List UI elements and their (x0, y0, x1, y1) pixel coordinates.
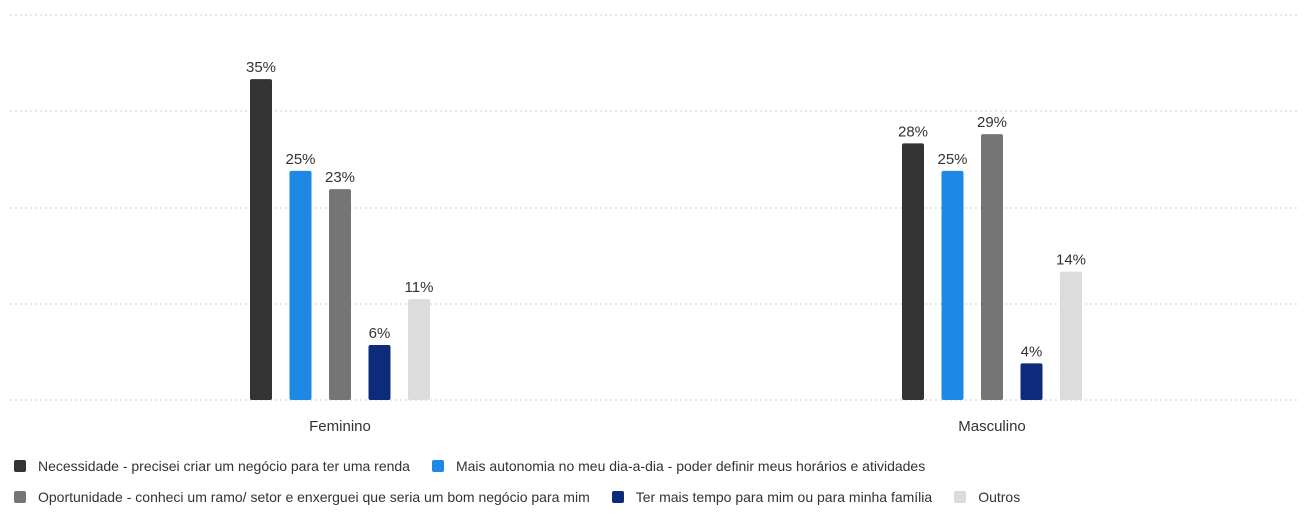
bar[interactable] (1060, 271, 1082, 400)
legend-swatch (611, 491, 624, 503)
bar[interactable] (250, 79, 272, 401)
legend-swatch (14, 460, 26, 472)
legend-swatch (431, 460, 444, 472)
legend-row-1: Necessidade - precisei criar um negócio … (14, 456, 1304, 476)
data-label: 28% (898, 123, 928, 140)
data-label: 11% (405, 279, 434, 296)
data-label: 14% (1056, 252, 1086, 269)
data-label: 25% (937, 151, 967, 168)
legend-swatch (14, 491, 26, 503)
data-label: 6% (369, 325, 391, 342)
bar[interactable] (902, 143, 924, 401)
chart-plot: 35% 25% 23% 6% 11% Feminino 28% 25% 29% 4% 14% Masc… (10, 14, 1300, 435)
bar[interactable] (368, 345, 391, 400)
legend-row-2: Oportunidade - conheci um ramo/ setor e … (14, 487, 1304, 507)
data-label: 23% (325, 169, 355, 186)
legend-label: Necessidade - precisei criar um negócio … (38, 458, 410, 474)
legend-label: Outros (978, 489, 1021, 505)
data-label: 35% (246, 59, 276, 76)
legend-item-tempo[interactable]: Ter mais tempo para mim ou para minha fa… (611, 489, 933, 505)
legend-item-oportunidade[interactable]: Oportunidade - conheci um ramo/ setor e … (14, 489, 590, 505)
legend-label: Mais autonomia no meu dia-a-dia - poder … (455, 458, 926, 474)
bar[interactable] (329, 189, 351, 400)
data-label: 4% (1021, 343, 1043, 360)
legend-item-autonomia[interactable]: Mais autonomia no meu dia-a-dia - poder … (431, 458, 926, 474)
legend-label: Ter mais tempo para mim ou para minha fa… (635, 489, 933, 505)
bar[interactable] (981, 134, 1003, 400)
data-label: 29% (977, 114, 1007, 131)
bar[interactable] (1020, 363, 1043, 400)
legend-label: Oportunidade - conheci um ramo/ setor e … (38, 489, 590, 505)
category-label: Feminino (309, 418, 371, 435)
legend-swatch (954, 491, 967, 503)
chart-legend: Necessidade - precisei criar um negócio … (14, 456, 1304, 518)
legend-item-necessidade[interactable]: Necessidade - precisei criar um negócio … (14, 458, 410, 474)
data-label: 25% (285, 151, 315, 168)
bar[interactable] (408, 299, 430, 400)
category-label: Masculino (958, 418, 1026, 435)
bar[interactable] (289, 170, 312, 400)
legend-item-outros[interactable]: Outros (954, 489, 1020, 505)
bar[interactable] (941, 170, 964, 400)
